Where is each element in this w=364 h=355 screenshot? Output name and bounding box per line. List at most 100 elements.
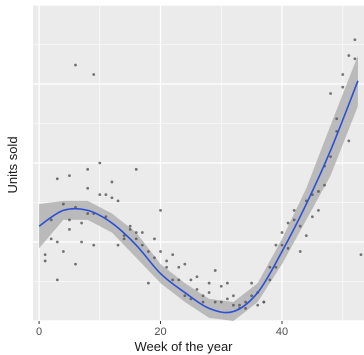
data-point [104, 193, 108, 197]
data-point [256, 303, 260, 307]
data-point [195, 288, 199, 291]
data-point [68, 218, 71, 222]
data-point [232, 294, 235, 298]
data-point [238, 303, 241, 307]
data-point [128, 224, 132, 228]
data-point [55, 177, 59, 181]
data-point [116, 243, 120, 247]
data-point [329, 92, 332, 95]
data-point [80, 240, 83, 244]
data-point [353, 57, 357, 61]
data-point [250, 281, 254, 285]
data-point [153, 256, 156, 260]
data-point [153, 237, 156, 241]
data-point [177, 278, 181, 282]
data-point [219, 300, 223, 304]
data-point [219, 284, 223, 288]
data-point [347, 139, 351, 143]
x-tick-label: 40 [276, 326, 288, 338]
data-point [292, 209, 296, 212]
data-point [49, 218, 53, 222]
data-point [225, 281, 229, 285]
data-point [201, 294, 205, 298]
data-point [280, 231, 284, 234]
data-point [347, 54, 351, 57]
x-axis-ticks: 0 20 40 [36, 321, 288, 338]
data-point [122, 237, 126, 241]
data-point [165, 259, 169, 263]
data-point [68, 174, 71, 178]
trend-line [38, 80, 359, 314]
data-point [201, 300, 205, 304]
data-point [268, 278, 272, 282]
data-point [128, 227, 132, 231]
data-point [207, 281, 211, 285]
data-point [177, 265, 181, 269]
confidence-band-area [39, 55, 358, 322]
data-point [140, 243, 144, 247]
data-point [304, 234, 308, 238]
data-point [134, 231, 138, 234]
data-point [122, 234, 126, 238]
data-point [225, 297, 229, 301]
data-point [159, 250, 162, 253]
data-point [140, 231, 144, 234]
data-point [274, 243, 278, 247]
data-point [171, 253, 175, 257]
data-point [104, 215, 108, 219]
x-tick-label: 20 [154, 326, 166, 338]
x-axis-label: Week of the year [134, 339, 233, 354]
data-point [280, 243, 284, 247]
data-point [43, 259, 47, 263]
data-point [250, 294, 254, 298]
data-point [55, 278, 59, 282]
data-point [134, 237, 138, 241]
data-point [359, 253, 363, 257]
data-point [61, 202, 65, 206]
data-point [274, 265, 278, 269]
data-point [213, 269, 217, 272]
data-point [244, 306, 247, 310]
data-point [49, 237, 53, 241]
data-point [92, 73, 96, 76]
confidence-band [39, 55, 358, 322]
data-point [74, 63, 77, 67]
data-point [323, 183, 326, 187]
y-axis-label: Units sold [5, 136, 20, 193]
data-point [286, 221, 290, 225]
data-point [317, 190, 320, 193]
data-point [335, 117, 339, 121]
data-point [207, 291, 211, 294]
data-point [74, 262, 77, 266]
data-point [171, 278, 175, 282]
data-point [213, 300, 217, 304]
data-point [61, 250, 65, 253]
data-point [189, 278, 193, 282]
data-point [341, 85, 345, 89]
data-point [310, 215, 314, 219]
data-point [98, 161, 102, 165]
smooth-trend-line [38, 80, 359, 314]
data-point [298, 250, 302, 253]
data-point [146, 250, 150, 253]
data-point [268, 265, 272, 269]
data-point [146, 281, 150, 285]
data-point [183, 294, 187, 298]
data-point [195, 275, 199, 279]
data-point [86, 186, 90, 190]
data-point [262, 300, 266, 304]
data-point [43, 253, 47, 257]
data-point [292, 218, 296, 222]
data-point [317, 209, 320, 212]
data-point [110, 196, 114, 200]
data-point [92, 243, 96, 247]
data-point [159, 209, 162, 212]
x-tick-label: 0 [36, 326, 42, 338]
data-point [86, 212, 90, 215]
data-point [183, 262, 187, 266]
data-point [353, 38, 357, 42]
data-point [286, 246, 290, 250]
data-point [298, 224, 302, 228]
data-point [244, 300, 247, 304]
